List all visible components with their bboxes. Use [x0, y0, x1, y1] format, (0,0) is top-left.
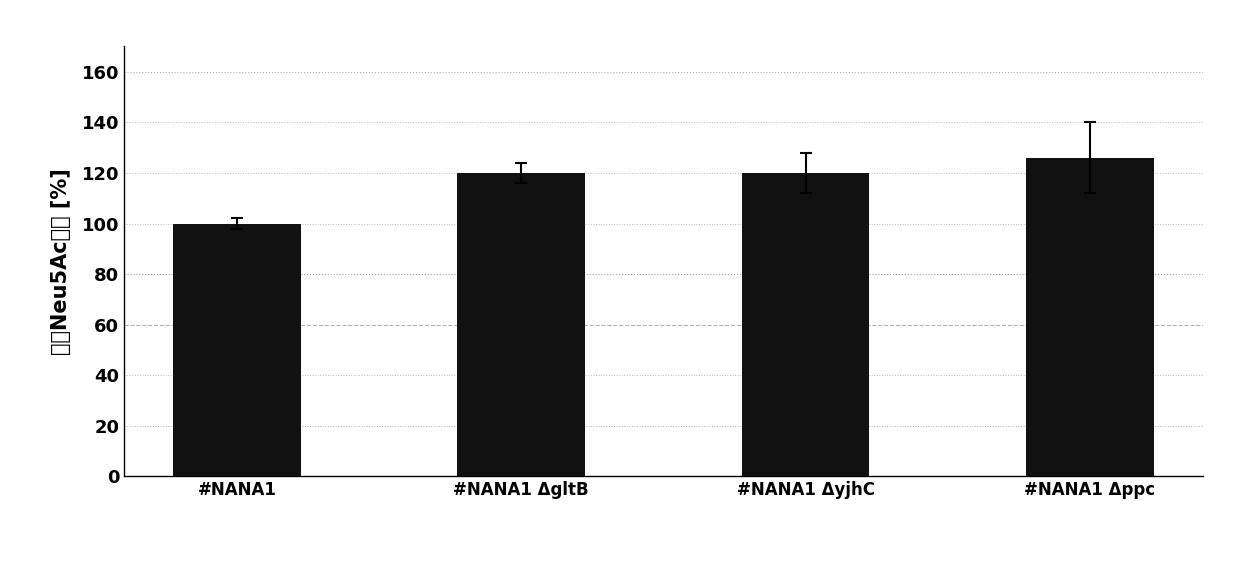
- Bar: [174, 224, 301, 476]
- Y-axis label: 相对Neu5Ac产量 [%]: 相对Neu5Ac产量 [%]: [51, 168, 71, 355]
- Bar: [458, 173, 585, 476]
- Bar: [742, 173, 869, 476]
- Bar: [1025, 158, 1153, 476]
